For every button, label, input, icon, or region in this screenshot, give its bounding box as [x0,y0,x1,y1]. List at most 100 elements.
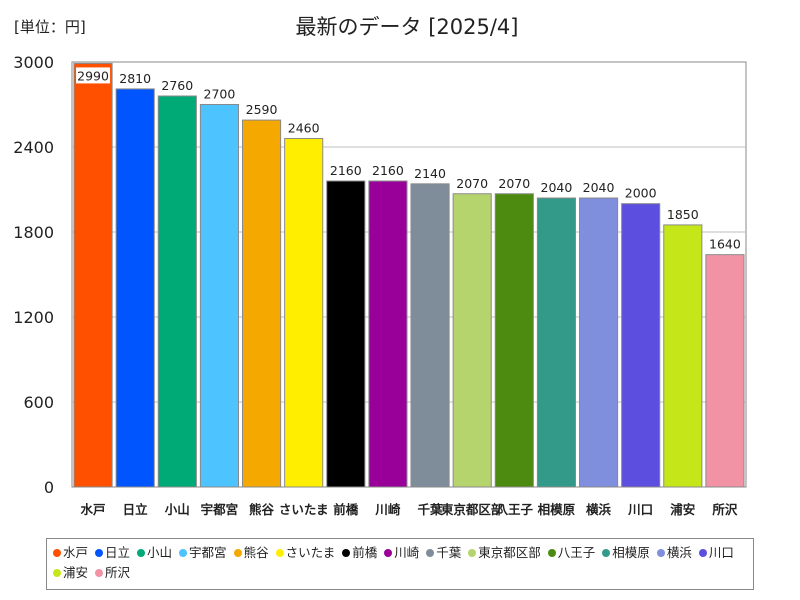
value-label: 2990 [77,68,109,83]
legend-label: さいたま [285,545,336,560]
legend-label: 小山 [147,545,173,560]
legend-label: 水戸 [63,545,89,560]
x-tick-label: 熊谷 [249,502,275,517]
x-tick-label: 前橋 [333,502,359,517]
y-tick-label: 1800 [13,223,54,242]
legend-label: 相模原 [612,545,650,560]
legend-label: 浦安 [63,565,89,580]
bar [494,193,534,488]
legend-item: 小山 [137,543,172,563]
x-tick-label: 相模原 [538,502,576,517]
legend-label: 千葉 [436,545,462,560]
bar [410,183,450,488]
legend-label: 八王子 [557,545,596,560]
value-label: 2160 [372,163,404,178]
legend-label: 川口 [708,545,734,560]
value-label: 2000 [625,186,657,201]
value-label: 2460 [288,121,320,136]
bar [157,95,197,488]
legend-marker [53,549,61,557]
value-label: 2760 [161,78,193,93]
value-label: 2070 [498,176,530,191]
legend-label: 熊谷 [243,545,269,560]
legend-item: 川崎 [384,543,419,563]
legend-marker [426,549,435,557]
bar [115,88,155,488]
legend-item: 前橋 [342,543,377,563]
bar [452,193,492,488]
legend-item: 東京都区部 [468,543,541,563]
bar [368,180,408,488]
bar [705,254,745,488]
legend-marker [275,549,284,557]
value-label: 2140 [414,166,446,181]
bar [284,138,324,488]
legend-item: 千葉 [426,543,461,563]
value-label: 2810 [119,71,151,86]
bar [579,197,619,488]
value-label: 2160 [330,163,362,178]
legend-marker [547,549,556,557]
y-tick-label: 2400 [13,138,54,157]
x-tick-label: 宇都宮 [201,502,239,517]
y-tick-label: 0 [44,478,54,497]
legend-item: 水戸 [53,543,88,563]
bar [621,203,661,488]
value-label: 1640 [709,237,741,252]
legend-marker [384,549,393,557]
x-tick-label: 八王子 [495,502,534,517]
legend-marker [698,549,707,557]
legend-item: 川口 [698,543,734,563]
value-label-bg [76,67,111,84]
legend-item: 日立 [95,543,130,563]
bar [536,197,576,488]
legend-marker [656,549,665,557]
legend-marker [468,549,477,557]
value-label: 2040 [583,180,615,195]
legend-marker [233,549,242,557]
x-tick-label: 小山 [164,502,190,517]
legend-marker [342,549,351,557]
x-tick-label: 横浜 [586,502,612,517]
legend: 水戸 日立 小山 宇都宮 熊谷 さいたま 前橋 川崎 千葉 東京都区部 八王子 相模原 横浜 川口浦安 所沢 [46,538,754,590]
legend-marker [95,569,104,577]
y-tick-label: 600 [23,393,54,412]
legend-marker [53,569,61,577]
legend-marker [137,549,146,557]
value-label: 2040 [541,180,573,195]
legend-item: 浦安 [53,563,88,583]
value-label: 2070 [456,176,488,191]
bar [199,104,239,488]
y-tick-label: 3000 [13,53,54,72]
legend-label: 川崎 [394,545,420,560]
x-tick-label: 東京都区部 [441,502,504,517]
x-tick-label: 川口 [627,502,653,517]
bar [73,62,113,488]
x-tick-label: 川崎 [374,502,401,517]
bar [663,224,703,488]
plot-area: 0 600 1200 1800 2400 3000 2990 水戸 2810 日立 2760 小山 27… [13,53,747,517]
legend-item: 相模原 [602,543,650,563]
legend-label: 日立 [105,545,131,560]
legend-label: 前橋 [352,545,378,560]
legend-item: 横浜 [656,543,692,563]
legend-item: 宇都宮 [179,543,227,563]
legend-marker [95,549,104,557]
legend-item: 熊谷 [233,543,269,563]
x-tick-label: 日立 [123,502,149,517]
legend-item: さいたま [275,543,336,563]
legend-marker [179,549,188,557]
bar [242,119,282,488]
unit-label: [単位：円] [14,18,86,36]
x-tick-label: 千葉 [418,502,444,517]
x-tick-label: 所沢 [712,502,738,517]
bar [326,180,366,488]
x-tick-label: さいたま [279,502,329,517]
chart-title: 最新のデータ [2025/4] [296,15,519,39]
x-tick-label: 水戸 [81,502,106,517]
value-label: 2700 [204,87,236,102]
value-label: 2590 [246,102,278,117]
legend-item: 八王子 [547,543,596,563]
legend-label: 横浜 [666,545,692,560]
